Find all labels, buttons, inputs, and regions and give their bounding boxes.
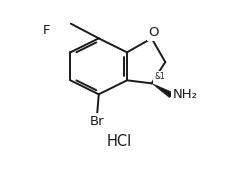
Text: HCl: HCl	[106, 134, 131, 149]
Text: O: O	[148, 26, 158, 39]
Polygon shape	[151, 83, 174, 98]
Text: NH₂: NH₂	[172, 88, 197, 101]
Text: &1: &1	[154, 72, 165, 81]
Text: Br: Br	[89, 115, 104, 128]
Text: F: F	[42, 24, 50, 37]
